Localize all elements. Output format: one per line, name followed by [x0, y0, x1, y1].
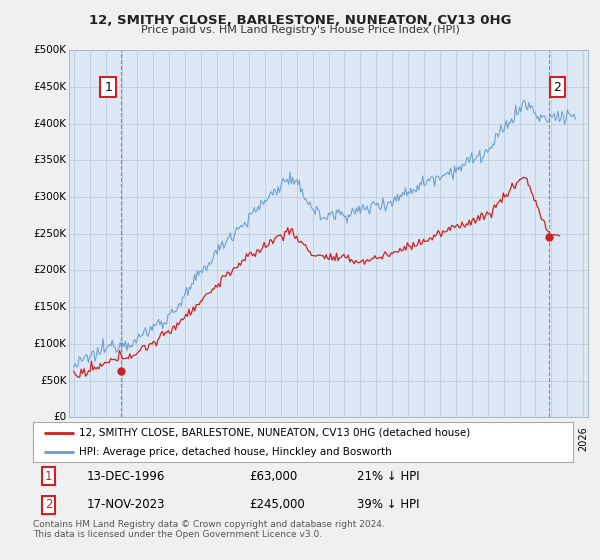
Text: 1997: 1997 — [116, 426, 127, 451]
Text: 2012: 2012 — [355, 426, 365, 451]
Text: 2023: 2023 — [530, 426, 541, 451]
Text: 2004: 2004 — [228, 426, 238, 451]
Text: 2: 2 — [553, 81, 562, 94]
Text: 2015: 2015 — [403, 426, 413, 451]
Text: 2007: 2007 — [276, 426, 286, 451]
Text: 21% ↓ HPI: 21% ↓ HPI — [357, 470, 419, 483]
Text: £150K: £150K — [33, 302, 67, 312]
Text: 2003: 2003 — [212, 426, 222, 451]
Text: 13-DEC-1996: 13-DEC-1996 — [87, 470, 166, 483]
Text: £63,000: £63,000 — [249, 470, 297, 483]
Text: 2016: 2016 — [419, 426, 429, 451]
Text: 39% ↓ HPI: 39% ↓ HPI — [357, 498, 419, 511]
Text: £50K: £50K — [40, 376, 67, 385]
Text: 1: 1 — [45, 470, 52, 483]
Text: 2020: 2020 — [483, 426, 493, 451]
Text: 2006: 2006 — [260, 426, 270, 451]
Text: 2011: 2011 — [340, 426, 349, 451]
Text: 1996: 1996 — [101, 426, 110, 451]
Text: £450K: £450K — [33, 82, 67, 92]
Text: 2017: 2017 — [435, 426, 445, 451]
Text: 2019: 2019 — [467, 426, 477, 451]
Text: 2025: 2025 — [562, 426, 572, 451]
Text: £100K: £100K — [34, 339, 67, 349]
Text: £300K: £300K — [34, 192, 67, 202]
Text: 2022: 2022 — [515, 426, 524, 451]
Text: HPI: Average price, detached house, Hinckley and Bosworth: HPI: Average price, detached house, Hinc… — [79, 447, 392, 457]
Text: £400K: £400K — [34, 119, 67, 129]
Text: 2013: 2013 — [371, 426, 381, 451]
Text: 2024: 2024 — [547, 426, 556, 451]
Text: £500K: £500K — [34, 45, 67, 55]
Text: 2018: 2018 — [451, 426, 461, 451]
Text: 1: 1 — [104, 81, 112, 94]
Text: £245,000: £245,000 — [249, 498, 305, 511]
Text: 2001: 2001 — [180, 426, 190, 451]
Text: 2000: 2000 — [164, 426, 174, 451]
Text: 2002: 2002 — [196, 426, 206, 451]
Text: 2026: 2026 — [578, 426, 588, 451]
Text: 17-NOV-2023: 17-NOV-2023 — [87, 498, 166, 511]
Text: 2008: 2008 — [292, 426, 302, 451]
Text: 2014: 2014 — [387, 426, 397, 451]
Text: 2021: 2021 — [499, 426, 509, 451]
Text: 1995: 1995 — [85, 426, 95, 451]
Text: £0: £0 — [53, 412, 67, 422]
Text: 12, SMITHY CLOSE, BARLESTONE, NUNEATON, CV13 0HG: 12, SMITHY CLOSE, BARLESTONE, NUNEATON, … — [89, 14, 511, 27]
Text: £350K: £350K — [33, 156, 67, 165]
Text: 1994: 1994 — [69, 426, 79, 451]
Text: Contains HM Land Registry data © Crown copyright and database right 2024.
This d: Contains HM Land Registry data © Crown c… — [33, 520, 385, 539]
Text: 2005: 2005 — [244, 426, 254, 451]
Text: £200K: £200K — [34, 265, 67, 276]
Text: 2010: 2010 — [323, 426, 334, 451]
Text: 1999: 1999 — [148, 426, 158, 451]
Text: 1998: 1998 — [133, 426, 142, 451]
Text: Price paid vs. HM Land Registry's House Price Index (HPI): Price paid vs. HM Land Registry's House … — [140, 25, 460, 35]
Text: 12, SMITHY CLOSE, BARLESTONE, NUNEATON, CV13 0HG (detached house): 12, SMITHY CLOSE, BARLESTONE, NUNEATON, … — [79, 428, 470, 437]
Text: £250K: £250K — [33, 229, 67, 239]
Text: 2: 2 — [45, 498, 52, 511]
Text: 2009: 2009 — [308, 426, 317, 451]
